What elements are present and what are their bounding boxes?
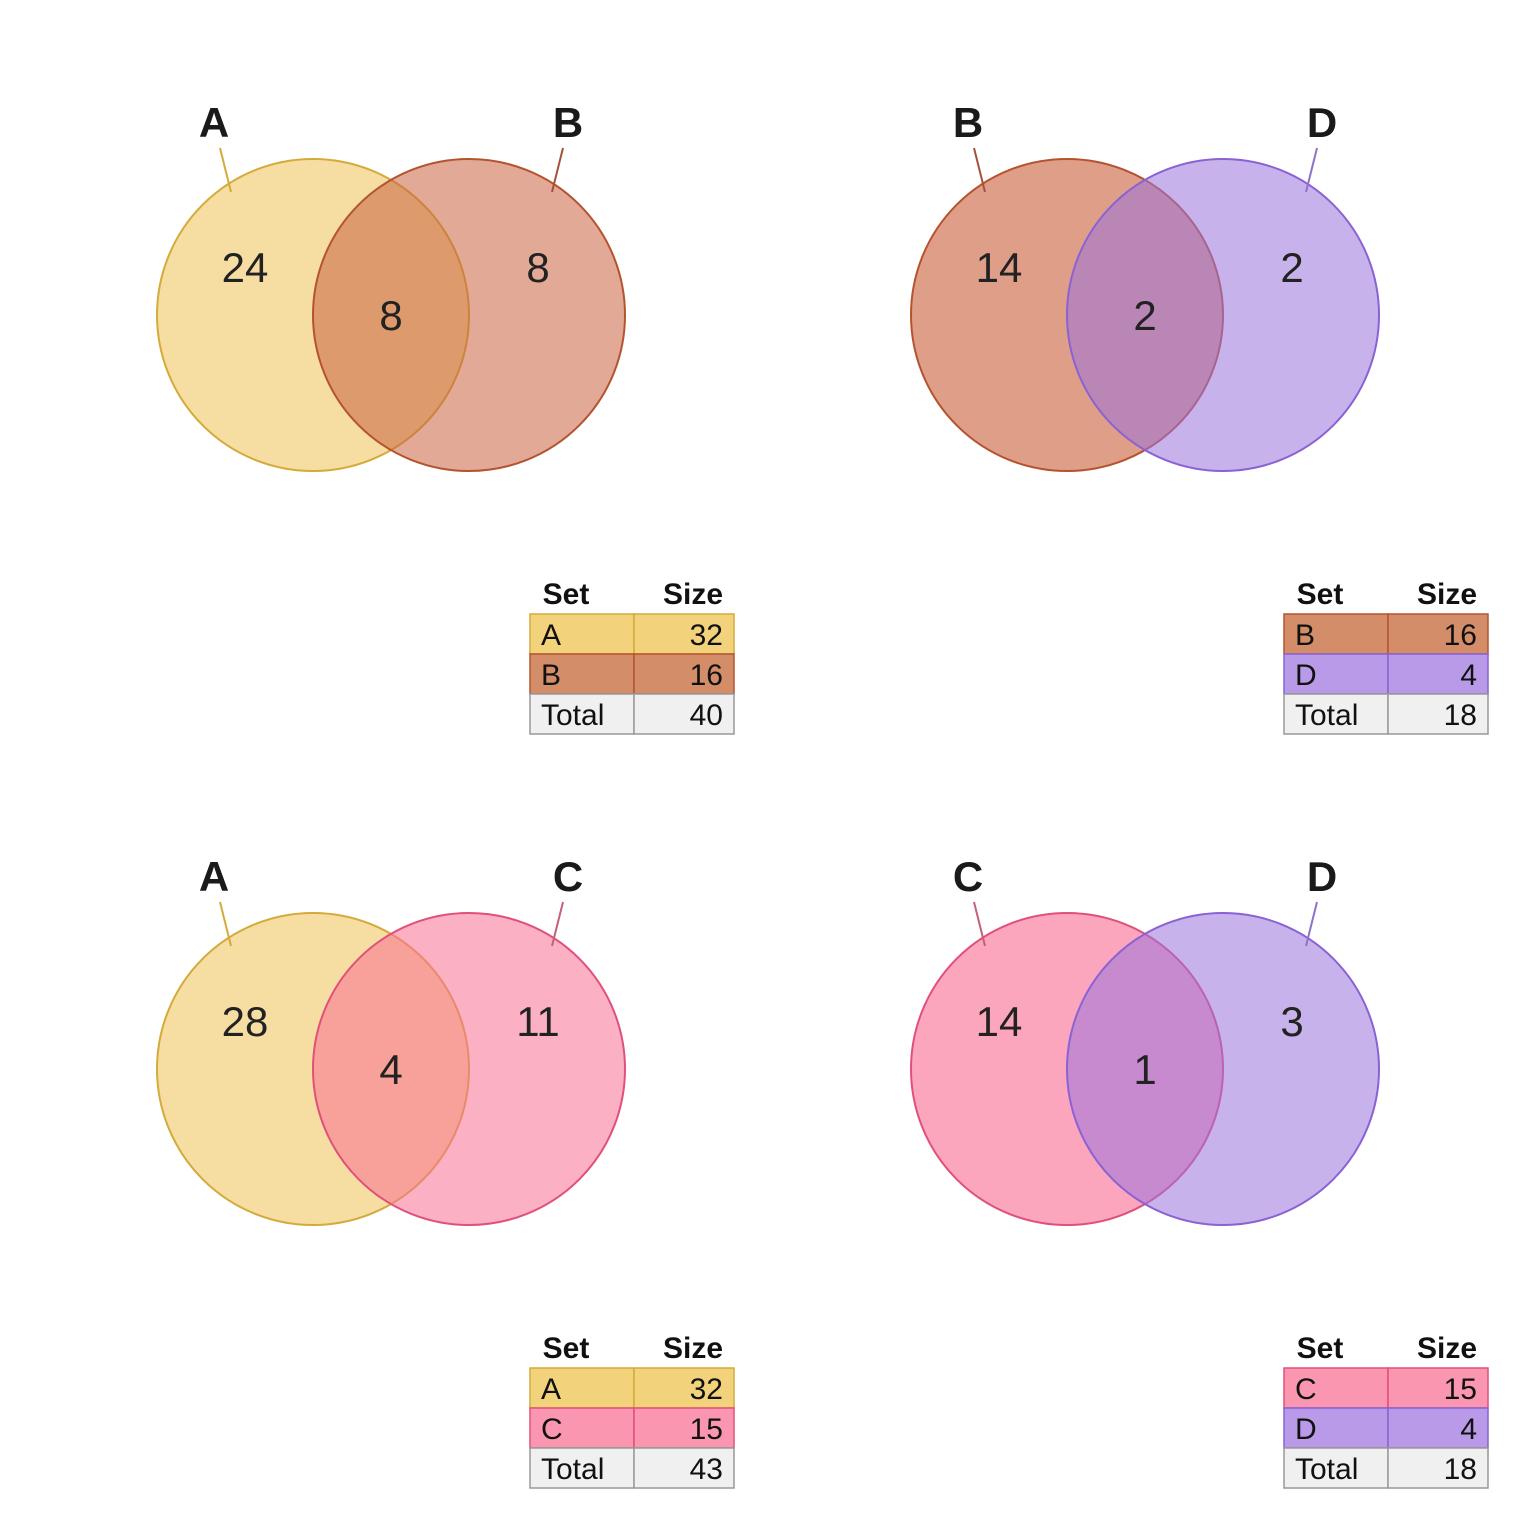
set-label: C [553,853,583,900]
set-label: D [1307,853,1337,900]
table-total-value: 43 [690,1453,723,1486]
set-size-table: Set Size A 32 B 16 Total 40 [529,578,735,735]
table-header-set: Set [1297,578,1344,611]
table-size-cell [1387,653,1489,695]
table-set-size: 32 [690,1373,723,1406]
region-count-left: 14 [976,998,1023,1045]
set-label: A [199,99,229,146]
table-set-size: 4 [1460,659,1477,692]
region-count-intersection: 1 [1133,1046,1156,1093]
region-count-right: 2 [1280,244,1303,291]
set-label: D [1307,99,1337,146]
table-header-set: Set [1297,1332,1344,1365]
table-total-label: Total [541,1453,604,1486]
table-header-size: Size [663,1332,723,1365]
label-leader-line [973,147,986,193]
table-header-set: Set [543,1332,590,1365]
table-set-size: 16 [1444,619,1477,652]
label-leader-line [219,147,232,193]
table-set-size: 16 [690,659,723,692]
table-total-label: Total [541,699,604,732]
table-set-size: 32 [690,619,723,652]
region-count-intersection: 4 [379,1046,402,1093]
table-total-cell [1283,693,1389,735]
table-total-size-cell [633,693,735,735]
table-set-name: A [541,1373,561,1406]
table-set-cell [529,613,635,655]
label-leader-line [551,147,564,193]
set-label: B [553,99,583,146]
table-set-size: 15 [1444,1373,1477,1406]
region-count-left: 24 [222,244,269,291]
label-leader-line [1305,147,1318,193]
table-total-size-cell [633,1447,735,1489]
set-size-table: Set Size C 15 D 4 Total 18 [1283,1332,1489,1489]
table-total-value: 40 [690,699,723,732]
table-total-label: Total [1295,1453,1358,1486]
set-size-table: Set Size B 16 D 4 Total 18 [1283,578,1489,735]
region-count-left: 28 [222,998,269,1045]
set-label: A [199,853,229,900]
region-count-right: 11 [516,998,560,1045]
label-leader-line [551,901,564,947]
set-label: B [953,99,983,146]
table-set-size: 4 [1460,1413,1477,1446]
table-header-size: Size [663,578,723,611]
table-set-cell [529,653,635,695]
table-total-cell [529,693,635,735]
table-total-size-cell [1387,1447,1489,1489]
region-count-right: 8 [526,244,549,291]
table-header-size: Size [1417,578,1477,611]
circle-set-d [1066,912,1380,1226]
table-set-size: 15 [690,1413,723,1446]
table-set-name: D [1295,1413,1317,1446]
table-header-size: Size [1417,1332,1477,1365]
table-set-name: B [1295,619,1315,652]
table-set-name: C [1295,1373,1317,1406]
table-set-cell [1283,613,1389,655]
table-set-cell [1283,653,1389,695]
table-set-name: D [1295,659,1317,692]
region-count-intersection: 8 [379,292,402,339]
label-leader-line [1305,901,1318,947]
table-total-label: Total [1295,699,1358,732]
table-total-size-cell [1387,693,1489,735]
circle-set-c [312,912,626,1226]
table-size-cell [1387,1367,1489,1409]
table-size-cell [633,1367,735,1409]
circle-set-b [312,158,626,472]
table-total-value: 18 [1444,1453,1477,1486]
label-leader-line [219,901,232,947]
table-total-value: 18 [1444,699,1477,732]
set-label: C [953,853,983,900]
table-size-cell [633,653,735,695]
region-count-intersection: 2 [1133,292,1156,339]
circle-set-d [1066,158,1380,472]
table-header-set: Set [543,578,590,611]
region-count-left: 14 [976,244,1023,291]
set-size-table: Set Size A 32 C 15 Total 43 [529,1332,735,1489]
table-set-name: C [541,1413,563,1446]
table-set-name: B [541,659,561,692]
table-total-cell [1283,1447,1389,1489]
region-count-right: 3 [1280,998,1303,1045]
table-set-name: A [541,619,561,652]
label-leader-line [973,901,986,947]
table-total-cell [529,1447,635,1489]
